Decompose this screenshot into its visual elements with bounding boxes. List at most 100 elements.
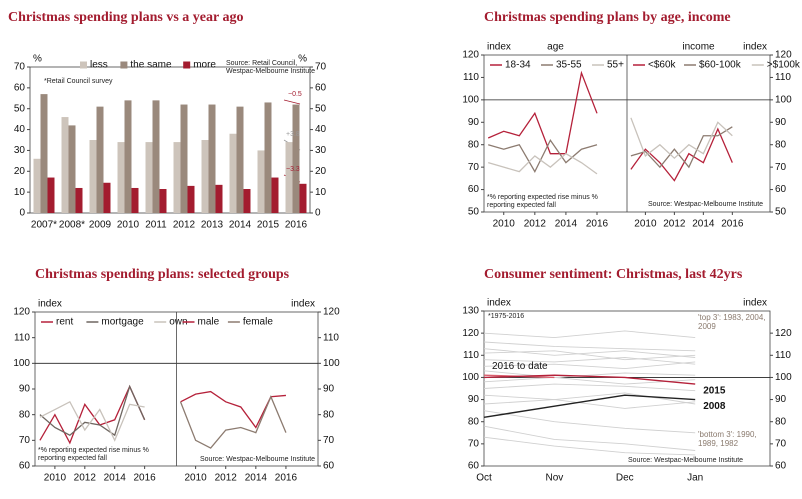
y2-tick-label: 60 [315, 82, 327, 93]
x-tick-label: 2010 [117, 220, 140, 231]
series-line [483, 425, 696, 451]
series-line [483, 394, 696, 418]
y2-tick-label: 70 [323, 435, 335, 446]
bar [131, 187, 139, 213]
bar [299, 183, 307, 213]
annotation: −0.5 [288, 91, 302, 98]
series-line [39, 384, 146, 437]
plot-frame [29, 66, 311, 214]
bar [145, 142, 153, 213]
annotation: *% reporting expected rise minus % repor… [487, 194, 598, 209]
series-line [483, 350, 696, 361]
legend-label: female [243, 317, 273, 328]
annotation: Source: Westpac-Melbourne Institute [648, 201, 764, 208]
bar [47, 177, 55, 213]
y-tick-label: 60 [14, 82, 26, 93]
y-tick-label: 100 [462, 94, 479, 105]
series-label: 2008 [703, 401, 726, 412]
y2-tick-label: 70 [775, 438, 787, 449]
panel-label: age [547, 42, 564, 53]
y2-tick-label: 70 [315, 62, 327, 73]
y-tick-label: 110 [463, 350, 479, 361]
y-tick-label: 20 [14, 166, 26, 177]
series-line [483, 361, 696, 370]
x-tick-label: 2012 [173, 220, 196, 231]
series-line [483, 341, 696, 352]
y-tick-label: 100 [13, 358, 30, 369]
annotation: 'top 3': 1983, 2004, 2009 [698, 313, 766, 331]
y2-tick-label: 90 [775, 394, 787, 405]
y2-axis-label: index [291, 299, 315, 310]
series-line [483, 399, 696, 409]
y2-tick-label: 120 [775, 328, 792, 339]
series-line [39, 384, 146, 445]
chart-title: Consumer sentiment: Christmas, last 42yr… [484, 267, 743, 282]
bar [61, 117, 69, 213]
bar [159, 189, 167, 213]
y-tick-label: 50 [14, 103, 26, 114]
bar [187, 185, 195, 213]
series-line [487, 70, 598, 155]
y2-tick-label: 110 [775, 350, 791, 361]
y-tick-label: 80 [468, 139, 480, 150]
legend-label: 18-34 [505, 60, 531, 71]
y2-tick-label: 50 [315, 103, 327, 114]
bar [68, 125, 76, 213]
y2-tick-label: 80 [775, 139, 787, 150]
x-tick-label: 2010 [184, 473, 207, 484]
bar [173, 142, 181, 213]
bar [201, 140, 209, 213]
y-axis-label: index [487, 298, 511, 309]
series-line [483, 376, 696, 385]
x-tick-label: 2011 [145, 220, 167, 231]
series-line [483, 357, 696, 365]
arrow [283, 99, 301, 105]
legend-label: 55+ [607, 60, 624, 71]
y2-tick-label: 30 [315, 145, 327, 156]
chart-title: Christmas spending plans: selected group… [35, 267, 290, 282]
legend-label: male [198, 317, 220, 328]
y-tick-label: 60 [19, 461, 31, 472]
y-tick-label: 90 [468, 117, 480, 128]
x-tick-label: 2016 [285, 220, 308, 231]
y2-axis-label: % [298, 54, 307, 65]
x-tick-label: 2012 [524, 219, 547, 230]
bar [152, 100, 160, 213]
legend-label: the same [130, 60, 172, 71]
y2-tick-label: 100 [775, 94, 792, 105]
y2-tick-label: 80 [775, 416, 787, 427]
y-tick-label: 0 [19, 208, 25, 219]
y-tick-label: 40 [14, 124, 26, 135]
y-tick-label: 10 [14, 187, 26, 198]
legend-label: mortgage [101, 317, 144, 328]
chart-title: Christmas spending plans by age, income [484, 10, 731, 25]
x-tick-label: 2016 [134, 473, 157, 484]
y-tick-label: 100 [462, 372, 479, 383]
x-tick-label: 2014 [104, 473, 127, 484]
legend-label: rent [56, 317, 73, 328]
y2-axis-label: index [743, 42, 767, 53]
series-line [483, 374, 696, 385]
bar [40, 94, 48, 213]
y-tick-label: 80 [468, 416, 480, 427]
y-tick-label: 60 [468, 461, 480, 472]
y2-tick-label: 10 [315, 187, 327, 198]
x-tick-label: 2010 [44, 473, 67, 484]
bar [89, 140, 97, 213]
y2-tick-label: 40 [315, 124, 327, 135]
x-tick-label: 2010 [634, 219, 657, 230]
annotation: Source: Westpac-Melbourne Institute [628, 457, 744, 464]
y2-tick-label: 50 [775, 207, 787, 218]
x-tick-label: 2012 [663, 219, 686, 230]
y-tick-label: 70 [19, 435, 31, 446]
y2-tick-label: 60 [775, 184, 787, 195]
x-tick-label: 2014 [692, 219, 715, 230]
bar [96, 106, 104, 213]
legend-swatch [120, 61, 128, 69]
annotation: 'bottom 3': 1990, 1989, 1982 [698, 430, 757, 448]
bar [236, 106, 244, 213]
x-tick-label: Jan [687, 473, 703, 484]
x-tick-label: 2014 [229, 220, 252, 231]
bar [103, 182, 111, 213]
